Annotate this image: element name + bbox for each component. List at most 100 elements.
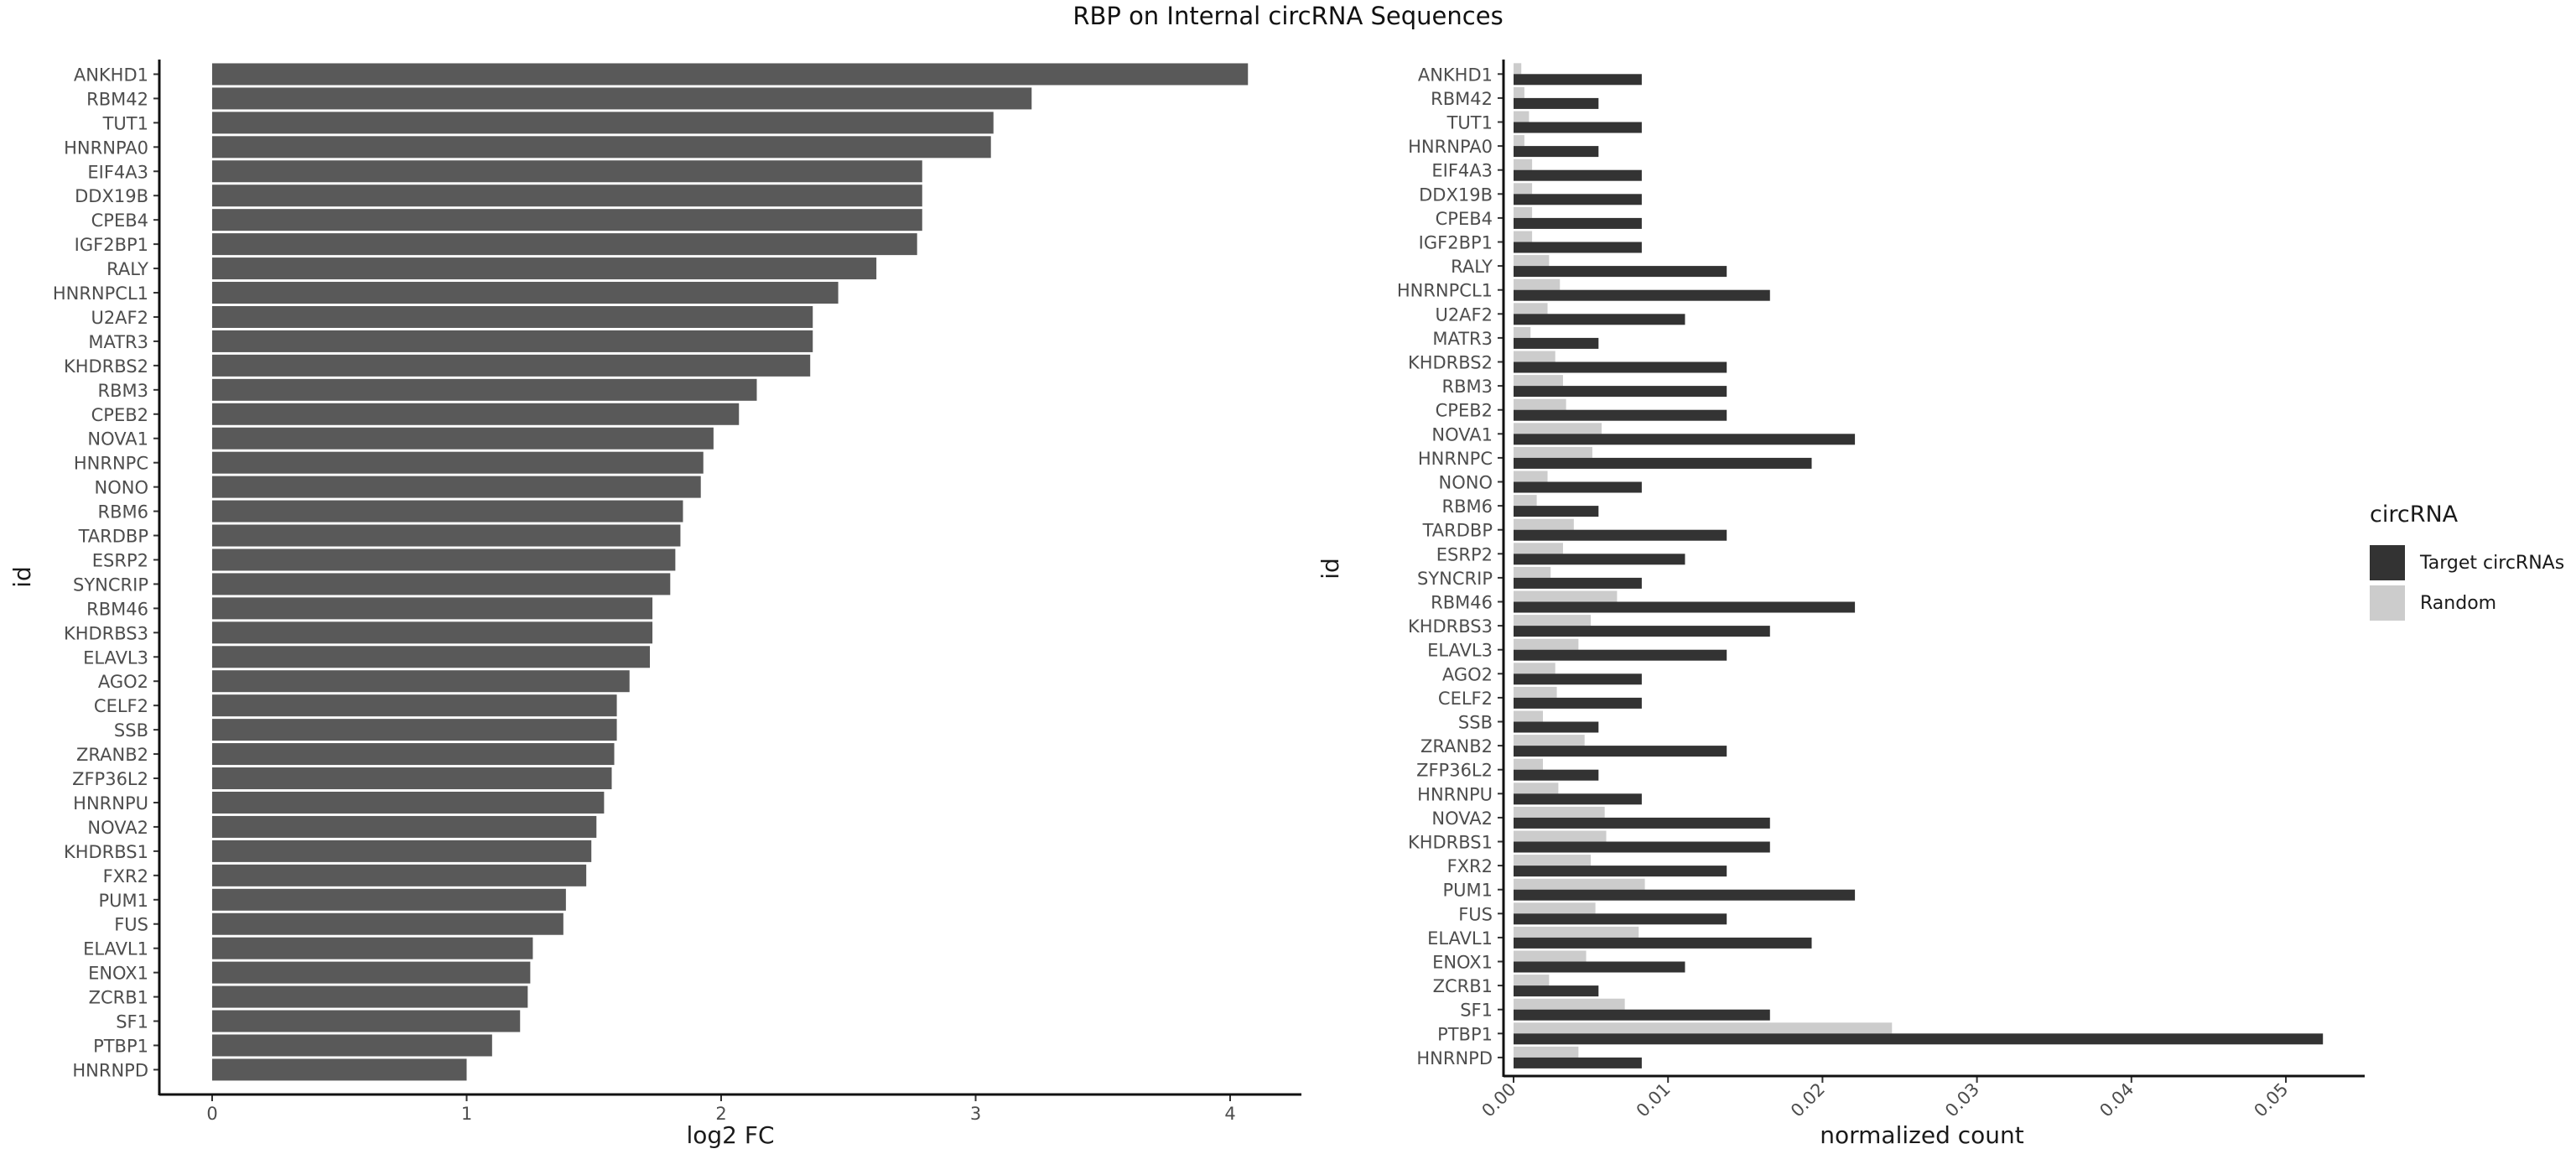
random-bar-celf2 [1514, 686, 1557, 698]
normalized-count-y-tick-label: ELAVL1 [1427, 928, 1493, 949]
target-bar-zranb2 [1514, 746, 1727, 757]
log2fc-bar-hnrnpu [212, 791, 605, 814]
log2fc-panel: ANKHD1 RBM42 TUT1 HNRNPA0 EIF4A3 DDX19B CPEB4 I… [8, 60, 1301, 1149]
target-bar-ssb [1514, 721, 1599, 733]
log2fc-bar-rbm42 [212, 87, 1032, 110]
normalized-count-y-tick-label: CELF2 [1438, 689, 1493, 709]
log2fc-bar-rbm3 [212, 378, 757, 401]
random-bar-igf2bp1 [1514, 231, 1533, 242]
log2fc-y-tick-label: FXR2 [103, 866, 148, 886]
log2fc-y-tick-label: EIF4A3 [87, 162, 148, 182]
random-bar-tut1 [1514, 111, 1530, 122]
target-bar-hnrnpcl1 [1514, 289, 1770, 301]
log2fc-y-tick-label: ELAVL3 [83, 647, 148, 668]
target-bar-tardbp [1514, 529, 1727, 541]
normalized-count-y-tick-label: RBM6 [1442, 497, 1493, 517]
normalized-count-y-tick-label: RBM3 [1442, 377, 1493, 397]
log2fc-bar-khdrbs3 [212, 621, 653, 644]
log2fc-y-tick-label: ZFP36L2 [72, 769, 148, 789]
random-bar-rbm46 [1514, 590, 1618, 602]
target-bar-ago2 [1514, 673, 1642, 685]
legend: circRNA Target circRNAs Random [2370, 502, 2564, 623]
normalized-count-y-tick-label: HNRNPD [1416, 1048, 1493, 1068]
random-bar-esrp2 [1514, 543, 1563, 554]
target-bar-esrp2 [1514, 554, 1685, 565]
normalized-count-y-tick-label: NONO [1439, 473, 1493, 493]
target-bar-fxr2 [1514, 866, 1727, 877]
random-bar-khdrbs1 [1514, 830, 1607, 842]
random-bar-u2af2 [1514, 303, 1548, 315]
log2fc-y-tick-label: ELAVL1 [83, 939, 148, 959]
normalized-count-y-tick-label: ESRP2 [1436, 544, 1493, 564]
random-bar-ssb [1514, 710, 1543, 722]
normalized-count-x-tick-label: 0.02 [1787, 1079, 1829, 1121]
log2fc-y-tick-label: ANKHD1 [74, 65, 148, 85]
target-bar-nova1 [1514, 434, 1856, 445]
random-bar-nova2 [1514, 806, 1605, 818]
log2fc-y-tick-label: RBM46 [86, 599, 148, 619]
log2fc-y-tick-label: AGO2 [98, 672, 148, 692]
log2fc-bar-raly [212, 257, 877, 280]
log2fc-y-tick-label: ZRANB2 [76, 745, 148, 765]
random-bar-eif4a3 [1514, 159, 1533, 170]
normalized-count-y-tick-label: U2AF2 [1435, 304, 1493, 325]
log2fc-y-tick-label: NONO [95, 478, 148, 498]
log2fc-y-tick-label: NOVA2 [87, 818, 148, 838]
normalized-count-x-tick-label: 0.01 [1633, 1079, 1675, 1121]
random-bar-hnrnpd [1514, 1046, 1579, 1058]
log2fc-y-tick-label: PUM1 [98, 891, 148, 911]
log2fc-x-tick-label: 2 [715, 1104, 726, 1124]
random-bar-zcrb1 [1514, 975, 1550, 986]
normalized-count-y-tick-label: CPEB2 [1436, 401, 1493, 421]
target-bar-zcrb1 [1514, 985, 1599, 997]
target-bar-rbm6 [1514, 506, 1599, 517]
target-bar-raly [1514, 266, 1727, 278]
log2fc-bar-fxr2 [212, 864, 587, 886]
target-bar-hnrnpu [1514, 793, 1642, 805]
log2fc-bar-ssb [212, 719, 617, 741]
target-bar-rbm46 [1514, 601, 1856, 613]
random-bar-raly [1514, 255, 1550, 267]
log2fc-y-tick-label: ENOX1 [88, 964, 148, 984]
legend-key-target [2370, 545, 2405, 580]
log2fc-y-tick-label: IGF2BP1 [75, 235, 148, 255]
log2fc-y-tick-label: HNRNPC [74, 454, 148, 474]
normalized-count-y-tick-label: FUS [1458, 904, 1493, 924]
log2fc-bar-hnrnpa0 [212, 136, 991, 159]
log2fc-bar-syncrip [212, 573, 671, 595]
log2fc-y-tick-label: U2AF2 [91, 308, 148, 328]
normalized-count-x-tick-label: 0.03 [1941, 1079, 1983, 1121]
target-bar-tut1 [1514, 122, 1642, 133]
normalized-count-y-tick-label: CPEB4 [1436, 209, 1493, 229]
log2fc-y-tick-label: HNRNPD [72, 1060, 148, 1080]
target-bar-elavl3 [1514, 649, 1727, 661]
random-bar-cpeb2 [1514, 398, 1566, 410]
random-bar-hnrnpc [1514, 446, 1592, 458]
log2fc-y-axis-title: id [8, 566, 36, 588]
random-bar-tardbp [1514, 518, 1574, 530]
log2fc-x-tick-label: 3 [970, 1104, 981, 1124]
log2fc-y-tick-label: RBM3 [98, 381, 148, 401]
random-bar-rbm6 [1514, 495, 1537, 507]
random-bar-fus [1514, 902, 1596, 914]
log2fc-y-tick-label: CELF2 [94, 696, 148, 716]
random-bar-ddx19b [1514, 183, 1533, 195]
log2fc-bar-cpeb2 [212, 403, 740, 425]
normalized-count-panel: ANKHD1 RBM42 TUT1 HNRNPA0 EIF4A3 DDX19B CPEB4 I… [1317, 60, 2365, 1149]
normalized-count-y-tick-label: ZRANB2 [1420, 736, 1493, 756]
normalized-count-y-tick-label: KHDRBS1 [1408, 833, 1493, 853]
normalized-count-y-tick-label: NOVA2 [1431, 808, 1493, 829]
target-bar-enox1 [1514, 961, 1685, 973]
log2fc-bar-hnrnpc [212, 451, 704, 474]
log2fc-bar-rbm6 [212, 500, 683, 523]
log2fc-bar-nono [212, 476, 701, 498]
random-bar-elavl1 [1514, 926, 1639, 938]
target-bar-khdrbs1 [1514, 841, 1770, 853]
normalized-count-x-tick-label: 0.05 [2250, 1079, 2292, 1121]
log2fc-y-tick-label: HNRNPCL1 [53, 283, 148, 304]
log2fc-bar-zranb2 [212, 743, 615, 766]
log2fc-y-tick-label: KHDRBS2 [64, 356, 148, 377]
log2fc-bar-celf2 [212, 694, 617, 717]
log2fc-bar-ago2 [212, 670, 630, 693]
random-bar-khdrbs3 [1514, 615, 1592, 626]
